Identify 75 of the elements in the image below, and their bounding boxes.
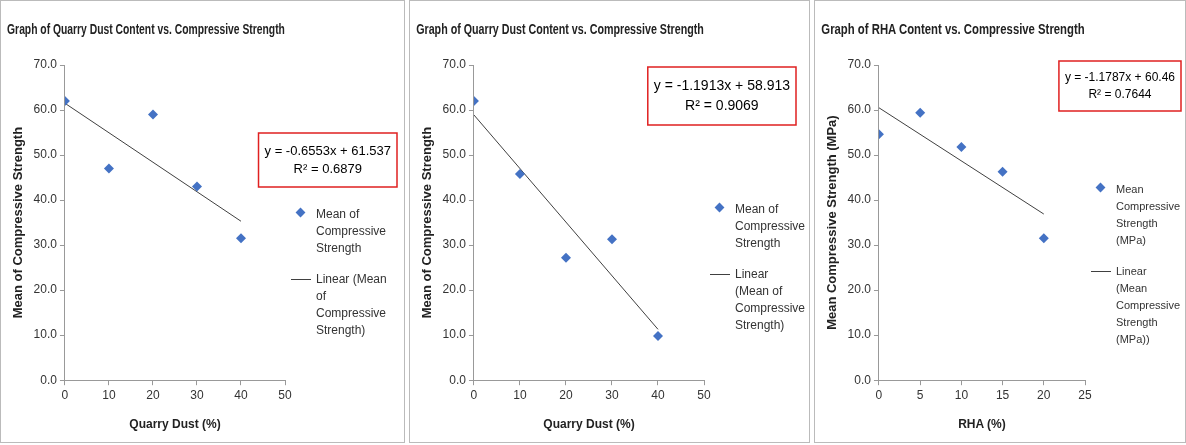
y-axis-title: Mean Compressive Strength (MPa)	[824, 115, 840, 330]
legend-label: Linear (Mean Compressive Strength (MPa))	[1116, 264, 1181, 347]
annotation: y = -1.1913x + 58.913	[653, 77, 791, 94]
y-tick-label: 10.0	[442, 327, 467, 342]
text: R² = 0.6879	[293, 160, 362, 176]
point	[606, 234, 617, 245]
y-axis-title: Mean of Compressive Strength	[419, 126, 435, 319]
y-tick-label: 60.0	[442, 102, 467, 117]
x-tick-label: 10	[954, 387, 969, 402]
point	[1038, 233, 1049, 244]
y-tick-label: 20.0	[33, 282, 58, 297]
legend-label: Mean of Compressive Strength	[316, 206, 388, 257]
x-tick-label: 0	[875, 387, 883, 402]
y-tick-label: 10.0	[33, 327, 58, 342]
point	[652, 331, 663, 342]
point	[514, 168, 525, 179]
y-tick-label: 60.0	[847, 102, 872, 117]
x-tick-label: 15	[995, 387, 1010, 402]
chart-title: Graph of RHA Content vs. Compressive Strength	[821, 20, 1085, 38]
y-axis-title: Mean of Compressive Strength	[10, 126, 26, 319]
y-tick-label: 30.0	[847, 237, 872, 252]
y-tick-label: 50.0	[33, 147, 58, 162]
point	[103, 163, 114, 174]
x-tick-label: 25	[1078, 387, 1092, 402]
y-tick-label: 20.0	[847, 282, 872, 297]
y-tick-label: 0.0	[449, 372, 467, 387]
chart-title: Graph of Quarry Dust Content vs. Compressive Strength	[7, 20, 286, 38]
x-tick-label: 10	[513, 387, 527, 402]
text: R² = 0.7644	[1088, 86, 1152, 101]
x-axis-title: Quarry Dust (%)	[129, 417, 221, 432]
y-tick-label: 70.0	[847, 57, 872, 72]
point	[915, 107, 926, 118]
point	[147, 109, 158, 120]
x-tick-label: 0	[470, 387, 478, 402]
legend-label: Mean Compressive Strength (MPa)	[1116, 182, 1181, 248]
y-tick-label: 50.0	[847, 147, 872, 162]
y-tick-label: 40.0	[442, 192, 467, 207]
y-tick-label: 40.0	[33, 192, 58, 207]
y-tick-label: 60.0	[33, 102, 58, 117]
y-tick-label: 20.0	[442, 282, 467, 297]
y-tick-label: 50.0	[442, 147, 467, 162]
x-axis-title: Quarry Dust (%)	[543, 417, 635, 432]
x-axis-title: RHA (%)	[958, 417, 1006, 432]
legend-label: Mean of Compressive Strength	[735, 201, 806, 252]
y-tick-label: 30.0	[442, 237, 467, 252]
chart-title: Graph of Quarry Dust Content vs. Compressive Strength	[416, 20, 704, 38]
point	[560, 252, 571, 263]
x-tick-label: 50	[697, 387, 711, 402]
point	[235, 233, 246, 244]
x-tick-label: 20	[559, 387, 573, 402]
x-tick-label: 40	[651, 387, 665, 402]
annotation: y = -0.6553x + 61.537	[264, 142, 391, 158]
y-tick-label: 0.0	[854, 372, 872, 387]
legend-label: Linear (Mean of Compressive Strength)	[316, 271, 388, 339]
point	[997, 166, 1008, 177]
x-tick-label: 5	[916, 387, 924, 402]
y-tick-label: 30.0	[33, 237, 58, 252]
x-tick-label: 30	[605, 387, 619, 402]
annotation: R² = 0.9069	[685, 96, 759, 113]
y-tick-label: 0.0	[40, 372, 58, 387]
x-tick-label: 20	[146, 387, 160, 402]
x-tick-label: 40	[234, 387, 248, 402]
y-tick-label: 10.0	[847, 327, 872, 342]
x-tick-label: 30	[190, 387, 204, 402]
x-tick-label: 50	[278, 387, 292, 402]
x-tick-label: 10	[102, 387, 116, 402]
point	[191, 181, 202, 192]
y-tick-label: 70.0	[442, 57, 467, 72]
legend-label: Linear (Mean of Compressive Strength)	[735, 266, 806, 334]
annotation: y = -1.1787x + 60.46	[1064, 69, 1176, 84]
y-tick-label: 40.0	[847, 192, 872, 207]
x-tick-label: 20	[1037, 387, 1051, 402]
point	[956, 141, 967, 152]
x-tick-label: 0	[61, 387, 69, 402]
y-tick-label: 70.0	[33, 57, 58, 72]
